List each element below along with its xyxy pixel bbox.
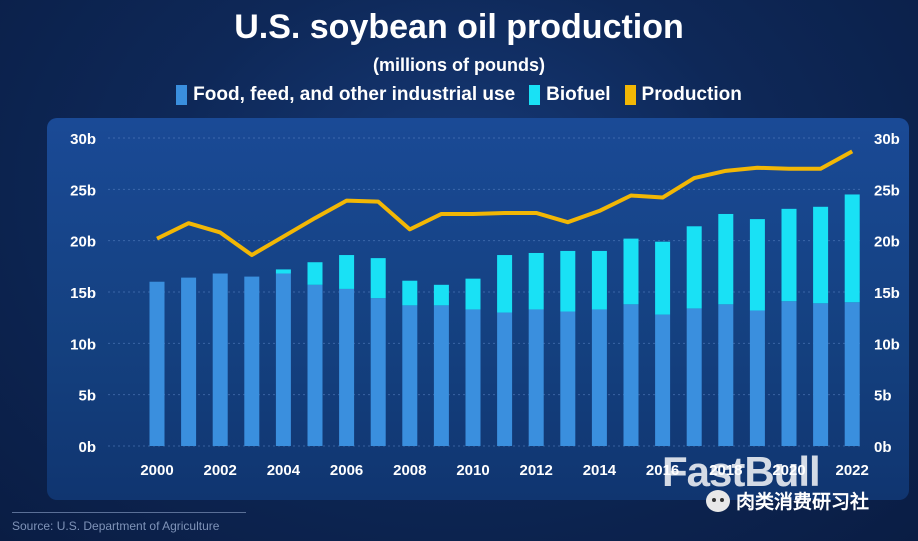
chart-title: U.S. soybean oil production [234, 8, 684, 46]
bar-biofuel [528, 252, 544, 310]
bar-biofuel [749, 219, 765, 311]
legend-item-production: Production [624, 84, 742, 106]
wechat-icon [706, 489, 730, 512]
legend-swatch-production [624, 85, 636, 105]
bar-food [844, 302, 860, 446]
bar-biofuel [465, 278, 481, 310]
wechat-badge: 肉类消费研习社 [706, 487, 869, 514]
y-tick-label-right: 25b [874, 182, 900, 199]
chart-subtitle: (millions of pounds) [373, 55, 545, 75]
bar-biofuel [497, 255, 513, 313]
bar-biofuel [370, 258, 386, 299]
legend-item-food: Food, feed, and other industrial use [176, 84, 515, 106]
bar-food [718, 304, 734, 446]
bar-food [212, 273, 228, 446]
bar-biofuel [781, 208, 797, 302]
bar-food [655, 314, 671, 446]
x-tick-label: 2014 [583, 462, 617, 479]
x-tick-label: 2016 [646, 462, 679, 479]
x-tick-label: 2000 [140, 462, 173, 479]
bar-food [528, 309, 544, 446]
y-tick-label-left: 0b [78, 439, 96, 456]
bar-biofuel [686, 226, 702, 309]
bar-food [497, 312, 513, 446]
y-tick-label-right: 15b [874, 285, 900, 302]
bar-food [433, 305, 449, 446]
bar-food [370, 298, 386, 446]
y-tick-label-left: 20b [70, 234, 96, 251]
fastbull-watermark: FastBull [662, 448, 821, 495]
bar-biofuel [560, 250, 576, 312]
bar-biofuel [813, 206, 829, 304]
y-tick-label-left: 25b [70, 182, 96, 199]
y-tick-label-left: 10b [70, 336, 96, 353]
x-tick-label: 2018 [709, 462, 742, 479]
source-note: Source: U.S. Department of Agriculture [12, 519, 220, 533]
legend-swatch-biofuel [529, 85, 541, 105]
bar-biofuel [655, 241, 671, 315]
legend-label-production: Production [641, 84, 742, 105]
x-tick-label: 2002 [204, 462, 237, 479]
source-divider [12, 512, 246, 513]
bar-food [813, 303, 829, 446]
bar-biofuel [623, 238, 639, 305]
chart-legend: Food, feed, and other industrial use Bio… [0, 84, 918, 106]
legend-label-food: Food, feed, and other industrial use [193, 84, 516, 105]
line-production [156, 149, 854, 258]
bar-food [623, 304, 639, 446]
wechat-label: 肉类消费研习社 [736, 492, 870, 513]
bar-food [749, 310, 765, 446]
x-tick-label: 2004 [267, 462, 301, 479]
bar-biofuel [275, 269, 291, 274]
bar-food [339, 288, 355, 446]
y-tick-label-left: 30b [70, 131, 96, 148]
bar-food [560, 311, 576, 446]
x-tick-label: 2020 [772, 462, 805, 479]
y-tick-label-right: 30b [874, 131, 900, 148]
bar-food [149, 281, 165, 446]
y-tick-label-left: 5b [78, 388, 96, 405]
bar-biofuel [844, 194, 860, 303]
y-tick-label-right: 5b [874, 388, 892, 405]
x-tick-label: 2008 [393, 462, 426, 479]
x-tick-label: 2006 [330, 462, 363, 479]
y-tick-label-left: 15b [70, 285, 96, 302]
bar-biofuel [339, 255, 355, 289]
x-tick-label: 2022 [836, 462, 869, 479]
bar-food [781, 301, 797, 446]
y-tick-label-right: 0b [874, 439, 892, 456]
x-tick-label: 2012 [520, 462, 553, 479]
x-tick-label: 2010 [456, 462, 489, 479]
bar-food [275, 273, 291, 446]
bar-food [686, 308, 702, 446]
bar-biofuel [307, 262, 323, 285]
bar-food [181, 277, 197, 446]
y-tick-label-right: 10b [874, 336, 900, 353]
bar-biofuel [718, 213, 734, 305]
bar-biofuel [402, 280, 418, 306]
bar-biofuel [433, 284, 449, 306]
y-tick-label-right: 20b [874, 234, 900, 251]
bar-food [465, 309, 481, 446]
bar-food [591, 309, 607, 446]
legend-item-biofuel: Biofuel [529, 84, 611, 106]
bar-biofuel [591, 250, 607, 310]
legend-label-biofuel: Biofuel [546, 84, 611, 105]
bar-food [402, 305, 418, 446]
bar-food [244, 276, 260, 446]
bar-food [307, 284, 323, 446]
legend-swatch-food [176, 85, 188, 105]
